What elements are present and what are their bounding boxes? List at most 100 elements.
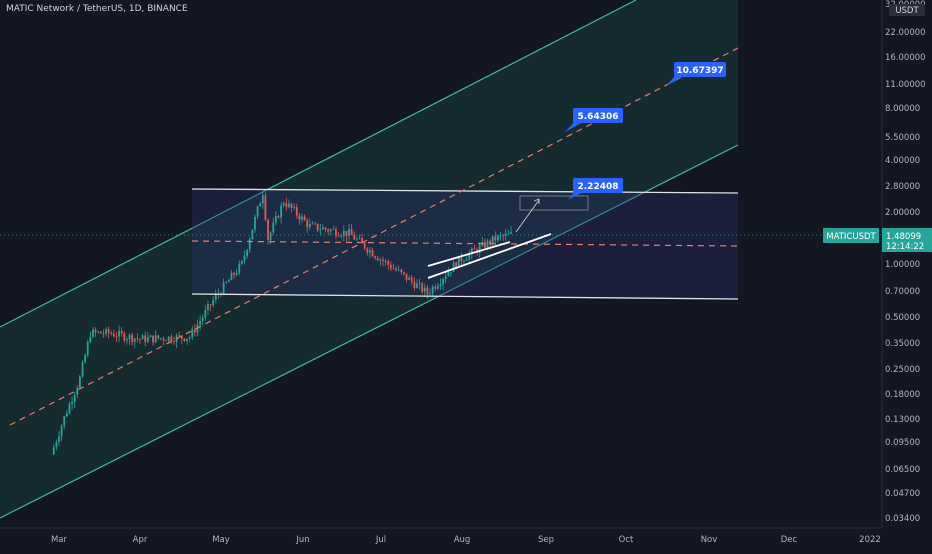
candle-body xyxy=(431,286,434,294)
price-callout[interactable] xyxy=(573,108,623,123)
last-price-value: 1.48099 xyxy=(886,232,921,242)
price-callout[interactable] xyxy=(573,178,623,193)
candle-body xyxy=(126,339,128,341)
price-callout-tail xyxy=(568,191,585,200)
price-callout[interactable] xyxy=(674,62,726,77)
x-tick-label: Oct xyxy=(619,535,634,545)
x-tick-label: Nov xyxy=(701,535,718,545)
y-tick-label: 0.35000 xyxy=(885,339,920,349)
y-tick-label: 16.00000 xyxy=(885,53,926,63)
y-tick-label: 4.00000 xyxy=(885,156,920,166)
price-callout-tail xyxy=(666,75,686,86)
candle-body xyxy=(251,229,254,240)
candle-body xyxy=(384,260,387,262)
candle-body xyxy=(460,255,463,262)
candle-body xyxy=(395,268,397,271)
x-tick-label: Dec xyxy=(781,535,798,545)
candle-body xyxy=(486,240,489,248)
candle-body xyxy=(241,261,243,264)
candle-body xyxy=(178,335,181,337)
last-price-badge xyxy=(882,228,932,252)
candle-body xyxy=(329,229,332,232)
y-tick-label: 0.50000 xyxy=(885,313,920,323)
candle-body xyxy=(89,336,92,342)
y-tick-label: 0.25000 xyxy=(885,365,920,375)
y-tick-label: 0.04700 xyxy=(885,489,920,499)
candle-body xyxy=(452,262,455,272)
candle-body xyxy=(76,387,79,395)
candle-body xyxy=(165,340,168,342)
candle-body xyxy=(491,236,494,245)
wedge-lower-line xyxy=(427,233,552,279)
candle-body xyxy=(494,236,497,241)
candle-body xyxy=(465,259,468,261)
candle-body xyxy=(348,229,350,237)
candle-body xyxy=(434,286,437,289)
candle-body xyxy=(335,229,337,236)
candle-body xyxy=(170,336,173,342)
candle-body xyxy=(235,272,238,275)
candle-body xyxy=(319,229,322,231)
candle-body xyxy=(105,329,107,334)
candle-body xyxy=(259,203,262,207)
target-zone-box xyxy=(519,195,589,211)
candle-body xyxy=(489,240,492,245)
candle-body xyxy=(246,249,249,256)
candle-body xyxy=(442,279,444,285)
y-tick-label: 5.50000 xyxy=(885,133,920,143)
candle-body xyxy=(207,304,209,311)
candle-body xyxy=(413,281,416,289)
candle-body xyxy=(470,248,473,254)
candle-body xyxy=(73,394,76,403)
range-mid-line xyxy=(191,240,739,247)
wedge-upper-line xyxy=(427,241,511,267)
candle-body xyxy=(254,216,256,230)
x-tick-label: Mar xyxy=(51,535,68,545)
candle-body xyxy=(389,264,392,269)
candle-body xyxy=(478,245,481,253)
y-tick-label: 0.03400 xyxy=(885,514,920,524)
candle-body xyxy=(238,263,241,273)
candle-body xyxy=(416,283,418,289)
candle-body xyxy=(191,329,194,338)
candle-body xyxy=(426,287,429,294)
candle-body xyxy=(107,329,110,334)
candle-body xyxy=(136,338,139,340)
candle-body xyxy=(139,338,141,340)
candle-body xyxy=(293,207,296,208)
candle-body xyxy=(264,195,267,220)
y-tick-label: 0.06500 xyxy=(885,465,920,475)
candle-body xyxy=(248,239,251,250)
candle-body xyxy=(144,335,147,342)
x-tick-label: Jun xyxy=(295,535,309,545)
candle-body xyxy=(81,362,84,377)
candle-body xyxy=(361,237,363,243)
x-tick-label: 2022 xyxy=(859,535,881,545)
candle-body xyxy=(201,317,204,322)
price-callout-label: 10.67397 xyxy=(676,66,723,76)
candle-body xyxy=(295,207,298,216)
candle-body xyxy=(405,273,408,280)
candle-body xyxy=(102,333,105,335)
candle-body xyxy=(173,341,175,343)
candle-body xyxy=(261,195,264,204)
candle-body xyxy=(510,231,512,234)
currency-label: USDT xyxy=(895,6,919,16)
candle-body xyxy=(455,262,458,268)
candle-body xyxy=(52,447,55,455)
candle-body xyxy=(94,329,97,333)
candle-body xyxy=(301,216,303,220)
candle-body xyxy=(123,333,126,341)
candle-body xyxy=(282,203,285,206)
candle-body xyxy=(382,259,384,261)
candle-body xyxy=(157,335,160,339)
candle-body xyxy=(355,238,358,240)
candle-body xyxy=(311,223,314,225)
candle-body xyxy=(468,253,471,260)
candle-body xyxy=(204,310,207,318)
candle-body xyxy=(118,330,120,337)
candle-body xyxy=(285,203,288,207)
candle-body xyxy=(55,442,58,448)
